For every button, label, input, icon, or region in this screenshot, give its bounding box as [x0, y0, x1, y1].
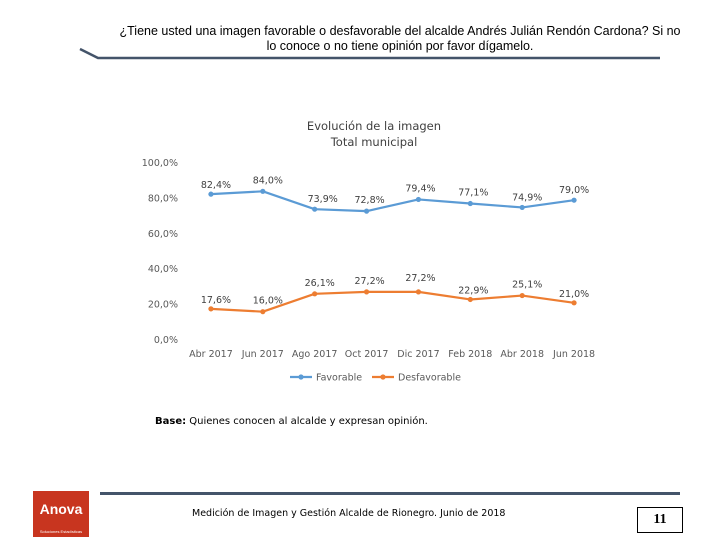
y-tick-label: 0,0% — [154, 335, 178, 346]
x-tick-label: Oct 2017 — [345, 349, 389, 360]
chart-subtitle: Total municipal — [330, 135, 418, 149]
data-point-desfavorable — [208, 306, 214, 312]
logo-tagline: Soluciones Estadísticas — [39, 529, 83, 534]
data-point-favorable — [208, 191, 214, 197]
data-point-desfavorable — [363, 289, 370, 295]
x-tick-label: Abr 2017 — [189, 349, 233, 360]
question-line-1: ¿Tiene usted una imagen favorable o desf… — [119, 24, 681, 38]
data-point-favorable — [312, 206, 318, 212]
data-label-desfavorable: 25,1% — [512, 280, 542, 291]
legend-marker-desfavorable — [380, 374, 386, 380]
x-tick-label: Jun 2018 — [552, 349, 595, 360]
legend-label-desfavorable: Desfavorable — [398, 373, 461, 384]
y-tick-label: 60,0% — [148, 229, 178, 240]
x-tick-label: Ago 2017 — [292, 349, 338, 360]
legend-label-favorable: Favorable — [316, 373, 362, 384]
y-tick-label: 20,0% — [148, 300, 178, 311]
data-label-favorable: 79,4% — [405, 183, 435, 194]
top-divider-line — [79, 47, 660, 60]
legend: Favorable Desfavorable — [290, 373, 461, 384]
x-tick-label: Abr 2018 — [500, 349, 544, 360]
data-point-favorable — [260, 188, 266, 194]
data-label-favorable: 74,9% — [512, 192, 542, 203]
series-line-desfavorable — [210, 290, 575, 313]
y-tick-label: 80,0% — [148, 193, 178, 204]
data-label-favorable: 84,0% — [253, 175, 283, 186]
page-number: 11 — [637, 507, 683, 533]
base-note: Base: Quienes conocen al alcalde y expre… — [155, 416, 428, 427]
slide-question: ¿Tiene usted una imagen favorable o desf… — [100, 24, 700, 54]
y-tick-label: 100,0% — [142, 158, 178, 169]
data-label-favorable: 79,0% — [559, 185, 589, 196]
data-point-desfavorable — [571, 300, 577, 306]
base-note-label: Base: — [155, 416, 187, 427]
logo-brand: Anova — [39, 501, 83, 517]
data-label-favorable: 82,4% — [201, 180, 231, 191]
data-label-favorable: 73,9% — [308, 194, 338, 205]
y-tick-label: 40,0% — [148, 264, 178, 275]
bottom-divider — [100, 492, 680, 495]
top-divider — [79, 47, 660, 60]
chart-title: Evolución de la imagen — [307, 119, 441, 133]
x-tick-label: Feb 2018 — [448, 349, 492, 360]
legend-marker-favorable — [298, 374, 304, 380]
data-point-desfavorable — [415, 289, 422, 295]
data-label-favorable: 72,8% — [354, 195, 384, 206]
data-label-desfavorable: 27,2% — [354, 276, 384, 287]
data-point-favorable — [519, 204, 525, 211]
data-point-desfavorable — [467, 296, 473, 303]
data-point-favorable — [415, 196, 422, 203]
data-point-favorable — [467, 200, 473, 207]
data-label-desfavorable: 22,9% — [458, 285, 488, 296]
data-label-desfavorable: 16,0% — [253, 296, 283, 307]
data-label-desfavorable: 26,1% — [305, 278, 335, 289]
x-axis: Abr 2017 Jun 2017 Ago 2017 Oct 2017 Dic 2017… — [189, 349, 595, 360]
footer-text: Medición de Imagen y Gestión Alcalde de … — [192, 508, 506, 519]
data-label-desfavorable: 27,2% — [405, 273, 435, 284]
data-point-desfavorable — [519, 292, 525, 299]
data-label-desfavorable: 17,6% — [201, 295, 231, 306]
data-point-favorable — [363, 208, 370, 214]
series-line-favorable — [210, 190, 575, 213]
data-point-desfavorable — [260, 309, 266, 315]
data-label-favorable: 77,1% — [458, 188, 488, 199]
x-tick-label: Jun 2017 — [241, 349, 284, 360]
line-chart: Evolución de la imagen Total municipal 1… — [142, 119, 595, 384]
data-label-desfavorable: 21,0% — [559, 289, 589, 300]
x-tick-label: Dic 2017 — [397, 349, 439, 360]
data-point-desfavorable — [312, 291, 318, 297]
data-point-favorable — [571, 197, 577, 203]
question-line-2: lo conoce o no tiene opinión por favor d… — [266, 39, 534, 53]
series-layer: 82,4% 84,0% 73,9% 72,8% 79,4% 77,1% 74,9% 79,0%… — [201, 175, 589, 315]
anova-logo: Anova Soluciones Estadísticas — [33, 491, 89, 537]
base-note-text: Quienes conocen al alcalde y expresan op… — [186, 416, 428, 427]
y-axis: 100,0% 80,0% 60,0% 40,0% 20,0% 0,0% — [142, 158, 178, 346]
